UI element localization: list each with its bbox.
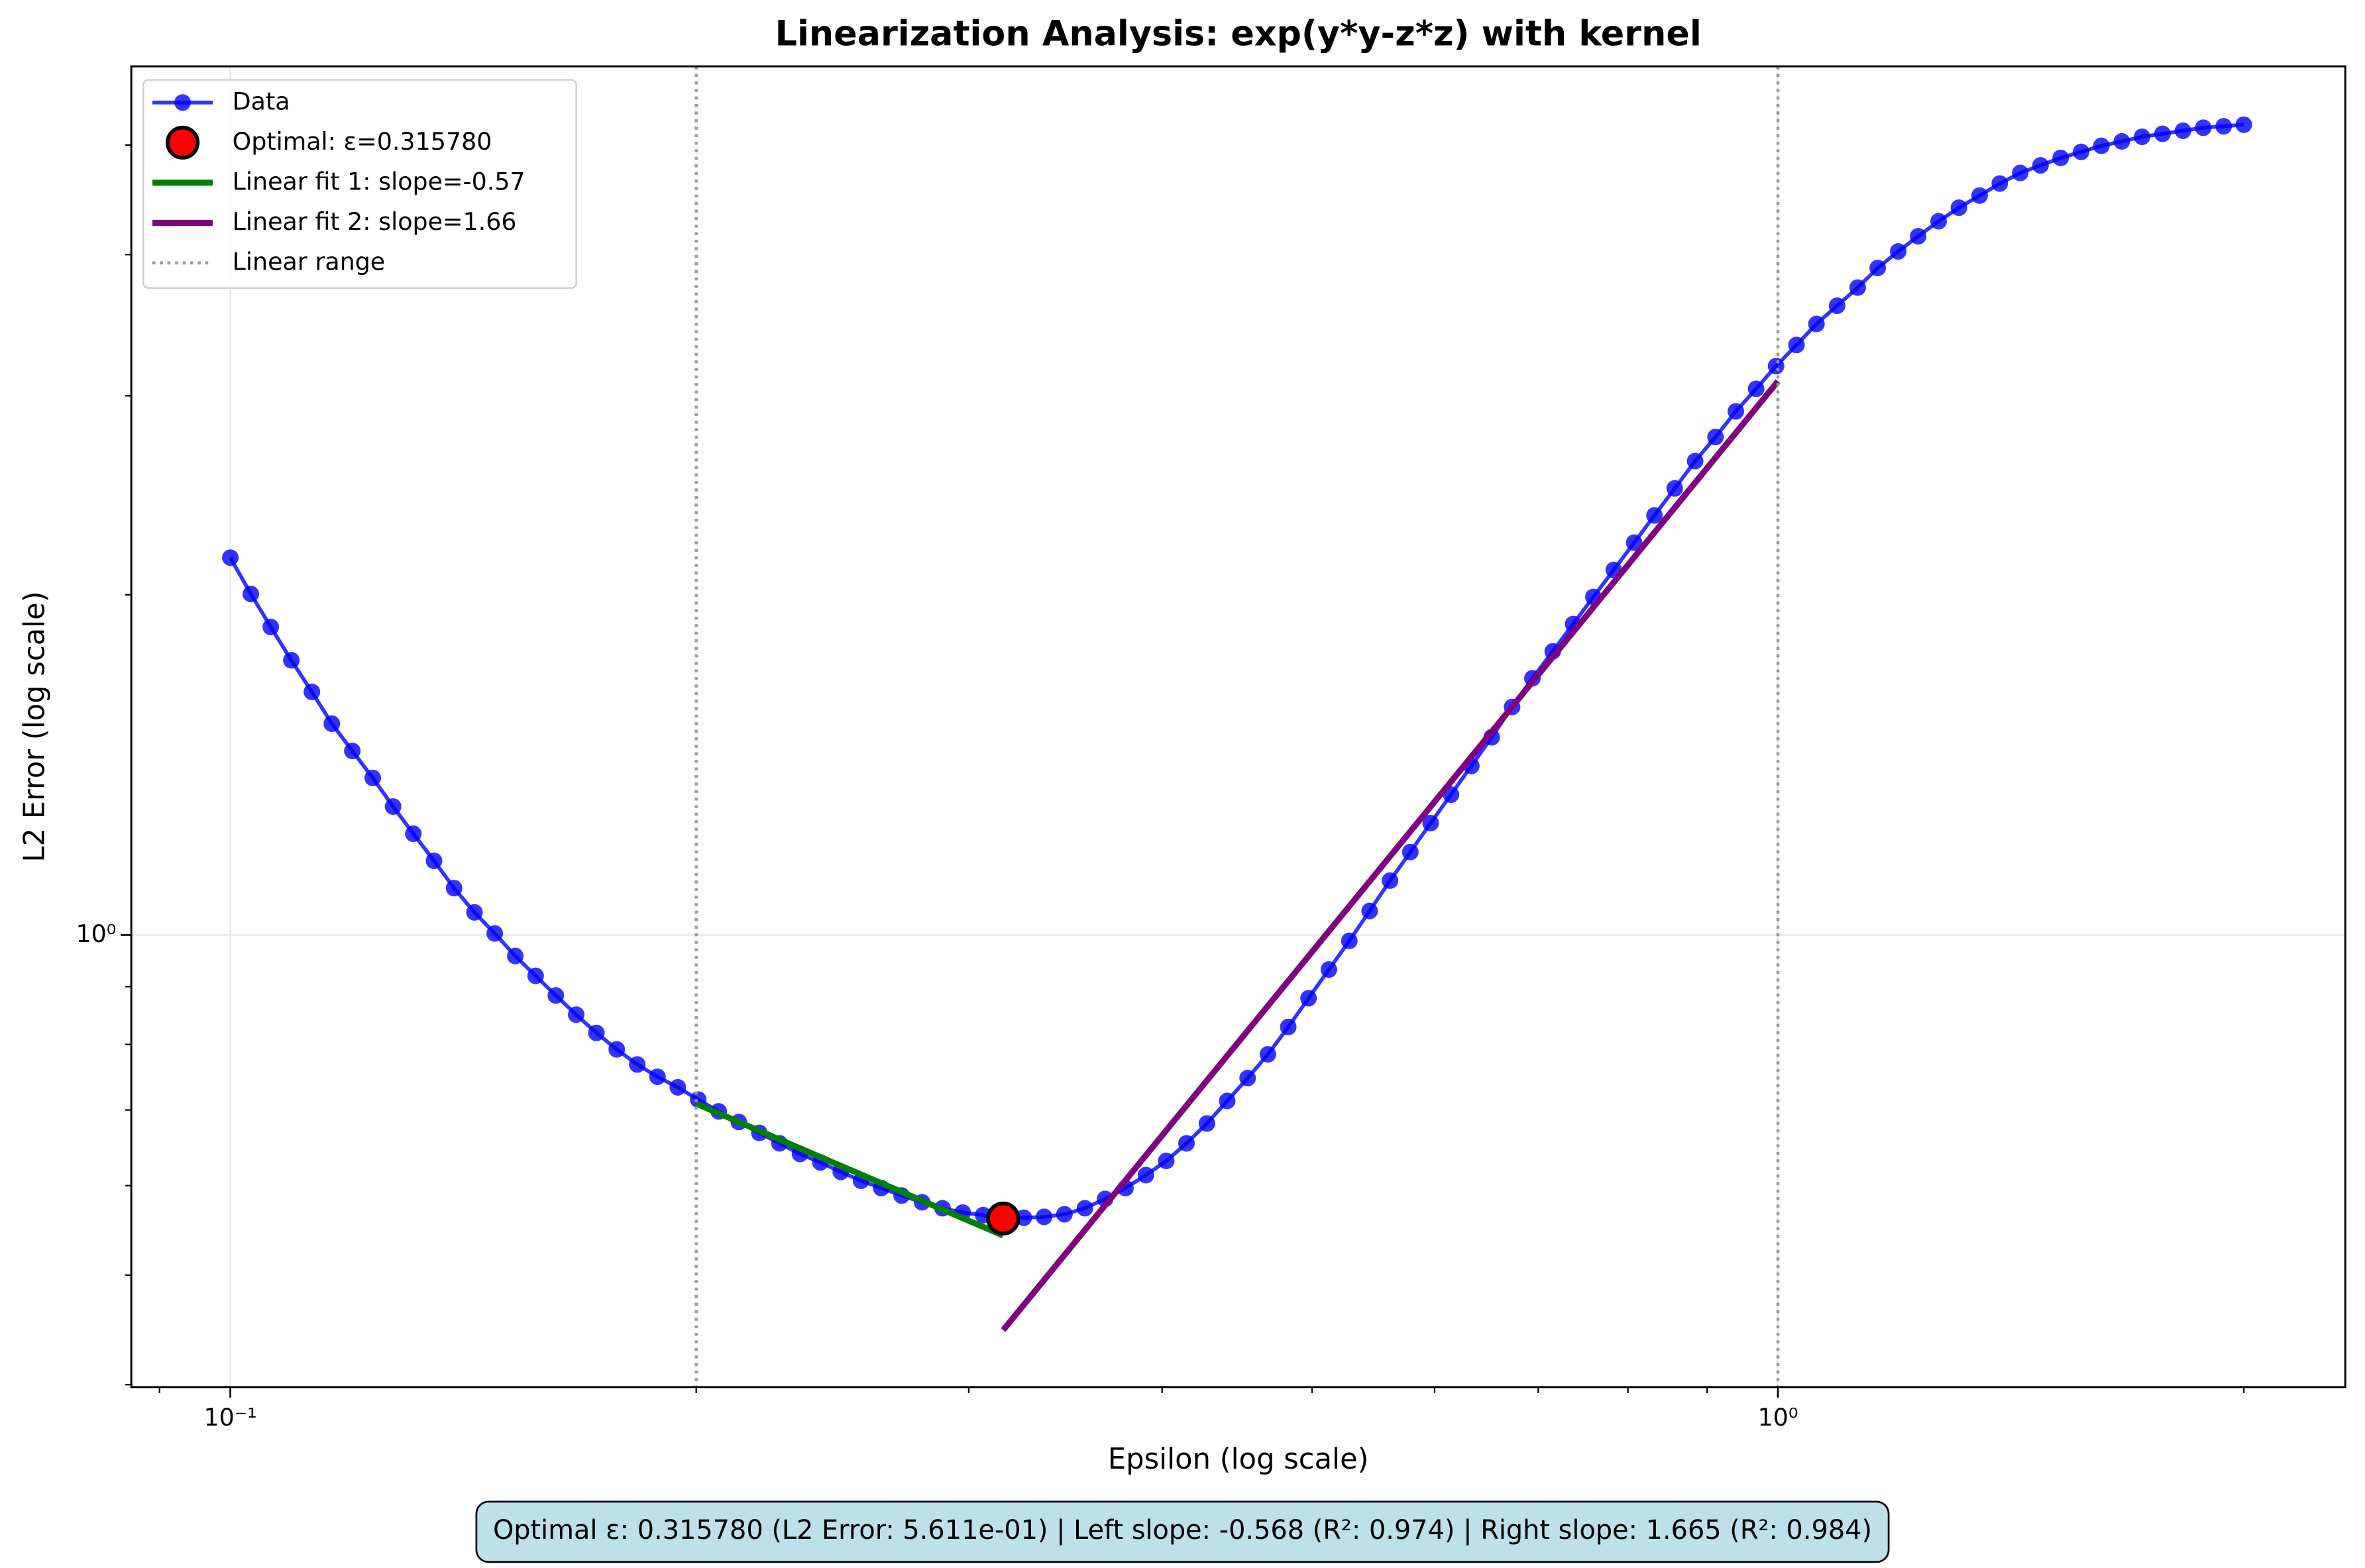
data-point: [629, 1056, 646, 1073]
plot-frame: [130, 65, 2346, 1388]
legend-label: Data: [233, 87, 290, 115]
data-point: [2093, 137, 2110, 154]
annotation: Optimal ε: 0.315780 (L2 Error: 5.611e-01…: [475, 1500, 1890, 1563]
data-point: [1056, 1206, 1073, 1223]
data-point: [2154, 125, 2171, 142]
annotation-box: [475, 1500, 1890, 1563]
x-tick-label: 10⁰: [1758, 1403, 1798, 1432]
data-point: [344, 742, 361, 760]
data-point: [1788, 337, 1805, 354]
data-point: [1890, 242, 1907, 260]
data-point: [2052, 149, 2069, 166]
data-point: [1198, 1115, 1215, 1132]
data-point: [445, 880, 463, 897]
x-axis-label: Epsilon (log scale): [1108, 1443, 1369, 1476]
data-point: [1036, 1208, 1053, 1226]
data-point: [649, 1068, 666, 1085]
legend-label: Linear fit 1: slope=-0.57: [233, 167, 525, 195]
data-point: [1808, 315, 1825, 333]
data-point: [1137, 1167, 1154, 1184]
data-point: [243, 586, 260, 603]
data-point: [1076, 1200, 1093, 1217]
y-tick-label: 10⁰: [76, 919, 116, 948]
data-point: [2113, 132, 2130, 150]
data-point: [2073, 143, 2090, 160]
data-point: [588, 1024, 605, 1041]
data-line: [229, 123, 2244, 1221]
data-point: [527, 967, 544, 984]
data-point: [1747, 380, 1765, 397]
legend-label: Linear fit 2: slope=1.66: [233, 207, 517, 236]
data-point: [222, 549, 239, 566]
data-point: [466, 904, 483, 921]
data-point: [1361, 902, 1378, 919]
data-point: [1239, 1069, 1256, 1086]
data-point: [1728, 403, 1745, 420]
data-point: [1910, 228, 1927, 245]
data-point: [1422, 814, 1439, 831]
data-point: [2012, 164, 2029, 182]
data-point: [1300, 990, 1317, 1007]
data-point: [568, 1006, 585, 1023]
data-point: [1950, 199, 1967, 217]
x-tick-label: 10⁻¹: [204, 1403, 257, 1432]
data-point: [425, 852, 443, 869]
data-point: [405, 825, 422, 843]
data-point: [1666, 480, 1683, 497]
data-point: [2215, 118, 2232, 135]
data-point: [323, 715, 341, 732]
data-point: [1280, 1018, 1297, 1035]
data-point: [507, 947, 524, 965]
chart-title: Linearization Analysis: exp(y*y-z*z) wit…: [775, 14, 1702, 54]
data-point: [2195, 119, 2212, 136]
data-point: [1991, 175, 2008, 192]
y-axis-label: L2 Error (log scale): [18, 591, 51, 862]
data-point: [1869, 260, 1887, 277]
optimal-point: [986, 1201, 1020, 1236]
data-point: [283, 652, 300, 669]
legend: Data Optimal: ε=0.315780 Linear fit 1: slo…: [142, 79, 577, 289]
data-point: [1971, 187, 1988, 204]
legend-swatch: [165, 125, 200, 160]
data-point: [1849, 279, 1866, 296]
data-point: [2032, 157, 2049, 174]
legend-label: Linear range: [233, 247, 386, 276]
data-point: [1625, 534, 1643, 551]
data-point: [1382, 872, 1399, 889]
data-point: [547, 987, 565, 1004]
data-point: [1686, 452, 1704, 470]
data-point: [608, 1041, 626, 1058]
data-point: [262, 618, 280, 635]
data-point: [384, 798, 402, 815]
data-point: [1259, 1046, 1276, 1063]
data-point: [303, 683, 321, 700]
data-point: [1767, 358, 1785, 375]
legend-swatch: [174, 94, 192, 111]
data-point: [1341, 932, 1358, 949]
legend-label: Optimal: ε=0.315780: [233, 127, 492, 156]
data-point: [1219, 1092, 1236, 1110]
data-point: [1646, 507, 1663, 524]
data-point: [2174, 122, 2191, 139]
data-point: [2235, 116, 2252, 133]
legend-box: [142, 79, 577, 289]
annotation-text: Optimal ε: 0.315780 (L2 Error: 5.611e-01…: [493, 1515, 1872, 1545]
fit-line: [1001, 379, 1781, 1332]
data-point: [1178, 1135, 1195, 1152]
data-point: [486, 925, 504, 942]
data-point: [669, 1078, 687, 1096]
data-point: [2134, 128, 2151, 146]
fit-line: [694, 1100, 1005, 1239]
data-point: [1158, 1152, 1175, 1169]
data-point: [364, 769, 382, 786]
data-point: [1402, 843, 1419, 861]
data-point: [1320, 961, 1337, 978]
data-point: [1930, 213, 1948, 230]
data-point: [1707, 429, 1724, 446]
data-point: [1828, 297, 1845, 315]
